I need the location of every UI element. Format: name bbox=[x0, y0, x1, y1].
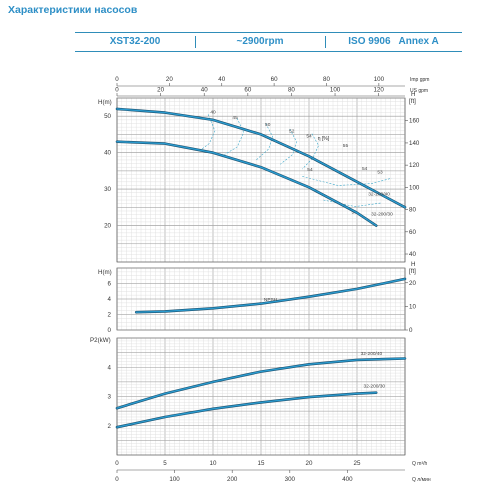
flow-lmin-axis-label: Q л/мин bbox=[412, 477, 431, 483]
efficiency-label: 50 bbox=[265, 122, 271, 128]
flow-m3h-tick-label: 0 bbox=[115, 460, 119, 467]
efficiency-isoline bbox=[224, 117, 245, 155]
header-bottom-rule bbox=[75, 51, 462, 52]
efficiency-isoline bbox=[302, 176, 392, 186]
flow-m3h-tick-label: 15 bbox=[258, 460, 265, 467]
npsh-ft-axis-label: H bbox=[411, 261, 415, 268]
imp-gpm-tick-label: 100 bbox=[374, 76, 385, 83]
head-ft-tick-label: 40 bbox=[409, 251, 416, 258]
power-tick-label: 2 bbox=[108, 423, 112, 430]
efficiency-label: 52 bbox=[289, 128, 295, 134]
efficiency-isoline bbox=[256, 123, 273, 161]
imp-gpm-axis-label: Imp gpm bbox=[410, 77, 429, 83]
npsh-curve-label: NPSH bbox=[264, 297, 278, 303]
head-curve bbox=[116, 141, 377, 227]
head-ft-tick-label: 120 bbox=[409, 162, 420, 169]
efficiency-label: 55 bbox=[343, 143, 349, 149]
flow-lmin-tick-label: 0 bbox=[115, 476, 119, 483]
efficiency-label: 54 bbox=[306, 134, 312, 140]
head-ft-tick-label: 60 bbox=[409, 229, 416, 236]
us-gpm-tick-label: 120 bbox=[373, 87, 384, 94]
efficiency-axis-label: η [%] bbox=[318, 136, 330, 142]
us-gpm-tick-label: 0 bbox=[115, 87, 119, 94]
head-ft-tick-label: 160 bbox=[409, 118, 420, 125]
flow-m3h-tick-label: 10 bbox=[210, 460, 217, 467]
imp-gpm-tick-label: 80 bbox=[323, 76, 330, 83]
model-label: XST32-200 bbox=[109, 36, 161, 47]
npsh-curve bbox=[135, 278, 406, 313]
efficiency-isoline bbox=[323, 199, 382, 207]
flow-m3h-axis-label: Q m³/h bbox=[412, 461, 427, 467]
head-ft-tick-label: 100 bbox=[409, 184, 420, 191]
imp-gpm-tick-label: 0 bbox=[115, 76, 119, 83]
head-tick-label: 50 bbox=[104, 113, 111, 120]
head-ft-tick-label: 140 bbox=[409, 140, 420, 147]
standard-cell: ISO 9906 Annex A bbox=[325, 32, 462, 52]
power-curve bbox=[116, 392, 377, 428]
grade-label: Annex A bbox=[398, 36, 439, 47]
flow-m3h-tick-label: 5 bbox=[163, 460, 167, 467]
power-curve bbox=[116, 357, 406, 409]
page-title: Характеристики насосов bbox=[8, 4, 138, 16]
us-gpm-tick-label: 60 bbox=[244, 87, 251, 94]
header-top-rule bbox=[75, 32, 462, 33]
head-curve bbox=[116, 108, 406, 208]
flow-m3h-tick-label: 20 bbox=[306, 460, 313, 467]
speed-label: ~2900rpm bbox=[236, 36, 284, 47]
power-tick-label: 3 bbox=[108, 394, 112, 401]
head-ft-axis-label: H bbox=[411, 91, 415, 98]
imp-gpm-tick-label: 40 bbox=[218, 76, 225, 83]
efficiency-label: 54 bbox=[362, 166, 368, 172]
efficiency-label: 40 bbox=[210, 109, 216, 115]
npsh-tick-label: 0 bbox=[108, 327, 112, 334]
head-axis-label: H(m) bbox=[98, 99, 112, 106]
flow-lmin-tick-label: 200 bbox=[227, 476, 238, 483]
header-separator bbox=[325, 36, 326, 48]
imp-gpm-tick-label: 20 bbox=[166, 76, 173, 83]
npsh-axis-label: H(m) bbox=[98, 269, 112, 276]
header-separator bbox=[195, 36, 196, 48]
us-gpm-tick-label: 80 bbox=[288, 87, 295, 94]
flow-lmin-tick-label: 300 bbox=[285, 476, 296, 483]
imp-gpm-tick-label: 60 bbox=[271, 76, 278, 83]
flow-lmin-tick-label: 400 bbox=[342, 476, 353, 483]
head-curve-label-30: 32-200/30 bbox=[371, 211, 393, 217]
header-band: XST32-200 ~2900rpm ISO 9906 Annex A bbox=[75, 32, 462, 52]
power-curve-label-40: 32-200/40 bbox=[361, 351, 383, 357]
efficiency-isoline bbox=[302, 133, 319, 170]
head-ft-unit: [ft] bbox=[409, 98, 416, 105]
flow-m3h-tick-label: 25 bbox=[354, 460, 361, 467]
npsh-tick-label: 2 bbox=[108, 312, 112, 319]
standard-label: ISO 9906 bbox=[348, 36, 391, 47]
efficiency-isoline bbox=[280, 128, 297, 165]
us-gpm-axis-label: US gpm bbox=[410, 88, 428, 94]
npsh-ft-tick-label: 0 bbox=[409, 327, 413, 334]
npsh-ft-tick-label: 20 bbox=[409, 280, 416, 287]
flow-lmin-tick-label: 100 bbox=[169, 476, 180, 483]
npsh-ft-tick-label: 10 bbox=[409, 303, 416, 310]
efficiency-label: 54 bbox=[307, 167, 313, 173]
head-tick-label: 20 bbox=[104, 223, 111, 230]
efficiency-label: 53 bbox=[377, 169, 383, 175]
us-gpm-tick-label: 20 bbox=[157, 87, 164, 94]
npsh-tick-label: 4 bbox=[108, 296, 112, 303]
efficiency-isoline bbox=[199, 114, 216, 152]
power-axis-label: P2(kW) bbox=[90, 337, 111, 344]
head-curve-label-40: 32-200/40 bbox=[368, 191, 390, 197]
npsh-ft-unit: [ft] bbox=[409, 268, 416, 275]
head-ft-tick-label: 80 bbox=[409, 207, 416, 214]
npsh-tick-label: 6 bbox=[108, 281, 112, 288]
power-tick-label: 4 bbox=[108, 364, 112, 371]
us-gpm-tick-label: 40 bbox=[201, 87, 208, 94]
efficiency-label: 45 bbox=[232, 115, 238, 121]
power-curve-label-30: 32-200/30 bbox=[363, 384, 385, 390]
head-tick-label: 30 bbox=[104, 186, 111, 193]
head-tick-label: 40 bbox=[104, 150, 111, 157]
us-gpm-tick-label: 100 bbox=[330, 87, 341, 94]
